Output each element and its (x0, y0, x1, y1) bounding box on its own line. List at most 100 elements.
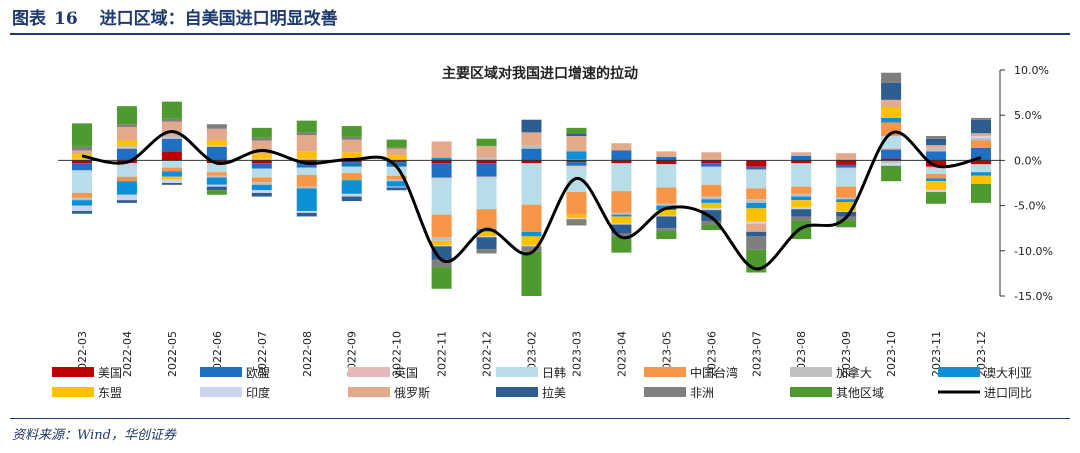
bar-segment (881, 165, 902, 182)
y-tick-label: -5.0% (1014, 200, 1046, 213)
legend-swatch (52, 387, 94, 397)
bar-segment (746, 221, 767, 224)
bar-segment (971, 164, 991, 166)
legend-label: 其他区域 (836, 386, 884, 400)
bar-segment (701, 163, 722, 167)
bar-segment (72, 170, 92, 193)
bar-segment (566, 133, 587, 136)
bar-segment (251, 190, 272, 193)
bar-segment (296, 120, 317, 133)
bar-segment (971, 117, 991, 120)
bar-segment (881, 72, 902, 83)
header-rule (10, 33, 1070, 35)
bar-segment (836, 186, 857, 198)
bar-segment (476, 248, 497, 254)
bar-segment (161, 171, 182, 177)
bar-segment (476, 157, 497, 161)
x-tick-label: 2023-12 (975, 331, 988, 377)
bar-segment (746, 236, 767, 250)
x-tick-label: 2023-11 (930, 331, 943, 377)
legend-label: 拉美 (542, 385, 566, 400)
bar-segment (611, 236, 632, 253)
bar-segment (521, 245, 542, 247)
figure-title: 进口区域：自美国进口明显改善 (99, 9, 338, 29)
line-series-path (81, 129, 982, 271)
bar-segment (386, 166, 407, 176)
bar-segment (206, 186, 227, 191)
bar-segment (566, 127, 587, 134)
bar-segment (116, 194, 137, 201)
bar-segment (296, 167, 317, 175)
bar-segment (251, 184, 272, 191)
bar-segment (161, 176, 182, 180)
bar-segment (836, 197, 857, 200)
bar-segment (971, 175, 991, 184)
bar-segment (836, 168, 857, 187)
bar-segment (296, 211, 317, 213)
bar-segment (161, 118, 182, 122)
bar-segment (341, 166, 362, 174)
x-tick-label: 2023-07 (750, 331, 763, 377)
bar-segment (701, 160, 722, 164)
bar-segment (701, 224, 722, 231)
bar-segment (566, 165, 587, 167)
x-tick-label: 2022-10 (391, 331, 404, 377)
bar-segment (161, 167, 182, 172)
bar-segment (656, 151, 677, 157)
bar-segment (791, 196, 812, 201)
bar-segment (476, 177, 497, 210)
bar-segment (656, 164, 677, 188)
figure-header: 图表 16 进口区域：自美国进口明显改善 (12, 4, 1068, 32)
bar-segment (611, 191, 632, 213)
bar-segment (341, 152, 362, 159)
bar-segment (656, 156, 677, 161)
bar-segment (611, 150, 632, 161)
bar-segment (971, 165, 991, 173)
bar-segment (746, 166, 767, 170)
bar-segment (521, 246, 542, 252)
x-tick-label: 2022-08 (301, 331, 314, 377)
chart-title: 主要区域对我国进口增速的拉动 (442, 65, 638, 82)
bar-segment (701, 196, 722, 200)
bar-segment (611, 214, 632, 217)
bar-segment (521, 145, 542, 149)
bar-segment (521, 164, 542, 205)
bar-segment (521, 160, 542, 164)
bar-segment (251, 163, 272, 169)
bar-segment (566, 160, 587, 163)
bar-segment (386, 186, 407, 188)
bar-segment (251, 137, 272, 141)
bar-segment (251, 127, 272, 138)
x-tick-label: 2023-10 (885, 331, 898, 377)
bar-segment (971, 183, 991, 203)
bar-segment (881, 158, 902, 161)
bar-segment (386, 160, 407, 163)
bar-segment (791, 193, 812, 197)
bar-segment (206, 146, 227, 161)
bar-segment (926, 192, 947, 204)
bar-segment (611, 212, 632, 215)
bar-segment (701, 184, 722, 197)
bar-segment (341, 180, 362, 194)
bar-segment (746, 223, 767, 232)
bar-segment (206, 190, 227, 195)
bar-segment (206, 184, 227, 187)
bar-segment (656, 164, 677, 165)
bar-segment (746, 231, 767, 237)
bar-segment (746, 199, 767, 203)
bar-segment (611, 223, 632, 225)
bar-segment (341, 136, 362, 140)
legend-label: 俄罗斯 (394, 386, 430, 400)
bar-segment (746, 202, 767, 209)
bar-segment (971, 119, 991, 134)
bar-segment (701, 208, 722, 211)
bar-segment (521, 231, 542, 237)
x-tick-label: 2022-12 (481, 331, 494, 377)
bar-segment (341, 139, 362, 153)
legend-swatch (790, 387, 832, 397)
bar-segment (611, 216, 632, 224)
bar-segment (386, 148, 407, 155)
bar-segment (341, 160, 362, 163)
bar-segment (881, 135, 902, 148)
bar-segment (296, 158, 317, 161)
